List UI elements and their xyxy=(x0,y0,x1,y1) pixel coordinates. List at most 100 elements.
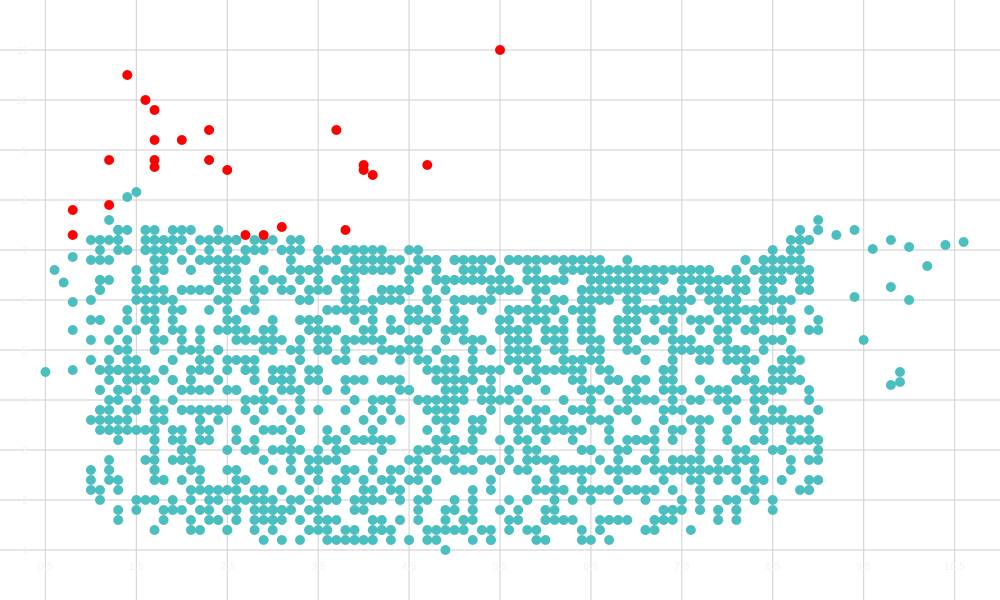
data-point xyxy=(576,485,587,495)
data-point xyxy=(558,365,569,375)
data-point xyxy=(240,495,251,505)
data-point xyxy=(622,305,633,315)
data-point xyxy=(513,335,524,345)
data-point xyxy=(222,525,233,535)
data-point xyxy=(585,295,596,305)
data-point xyxy=(331,515,342,525)
data-point xyxy=(549,335,560,345)
data-point xyxy=(95,285,105,295)
data-point xyxy=(531,475,542,485)
data-point xyxy=(531,405,542,415)
data-point xyxy=(267,235,278,245)
data-point xyxy=(649,435,660,445)
data-point xyxy=(622,265,633,275)
data-point xyxy=(113,235,124,245)
data-point xyxy=(140,305,151,315)
data-point xyxy=(585,395,596,405)
data-point xyxy=(222,365,233,375)
data-point xyxy=(385,375,396,385)
data-point xyxy=(576,375,587,385)
outlier-point xyxy=(67,230,78,240)
data-point xyxy=(485,275,496,285)
data-point xyxy=(749,405,760,415)
data-point xyxy=(576,525,587,535)
data-point xyxy=(585,325,596,335)
data-point xyxy=(558,345,569,355)
data-point xyxy=(685,395,696,405)
data-point xyxy=(358,375,369,385)
data-point xyxy=(95,495,105,505)
data-point xyxy=(304,375,315,385)
data-point xyxy=(576,465,587,475)
data-point xyxy=(758,345,769,355)
data-point xyxy=(313,315,324,325)
data-point xyxy=(676,495,687,505)
data-point xyxy=(695,325,705,335)
data-point xyxy=(667,405,678,415)
data-point xyxy=(540,305,551,315)
data-point xyxy=(213,295,224,305)
data-point xyxy=(404,315,415,325)
data-point xyxy=(85,415,96,425)
data-point xyxy=(367,315,378,325)
data-point xyxy=(167,435,178,445)
data-point xyxy=(104,365,115,375)
data-point xyxy=(358,485,369,495)
data-point xyxy=(731,515,742,525)
data-point xyxy=(422,495,433,505)
data-point xyxy=(231,325,242,335)
data-point xyxy=(422,425,433,435)
data-point xyxy=(685,275,696,285)
data-point xyxy=(531,255,542,265)
data-point xyxy=(331,355,342,365)
data-point xyxy=(413,515,424,525)
data-point xyxy=(667,375,678,385)
data-point xyxy=(195,425,205,435)
data-point xyxy=(567,465,578,475)
data-point xyxy=(722,465,733,475)
data-point xyxy=(458,295,469,305)
data-point xyxy=(449,455,460,465)
data-point xyxy=(549,505,560,515)
data-point xyxy=(185,245,196,255)
data-point xyxy=(240,335,251,345)
data-point xyxy=(585,485,596,495)
data-point xyxy=(95,315,105,325)
data-point xyxy=(540,515,551,525)
data-point xyxy=(422,485,433,495)
data-point xyxy=(358,495,369,505)
x-tick-label: 8.5 xyxy=(765,561,780,573)
data-point xyxy=(113,225,124,235)
data-point xyxy=(195,415,205,425)
data-point xyxy=(149,525,160,535)
data-point xyxy=(113,515,124,525)
data-point xyxy=(467,365,478,375)
data-point xyxy=(367,525,378,535)
data-point xyxy=(395,345,405,355)
data-point xyxy=(140,365,151,375)
data-point xyxy=(295,445,305,455)
data-point xyxy=(458,325,469,335)
data-point xyxy=(358,475,369,485)
data-point xyxy=(385,475,396,485)
data-point xyxy=(431,305,442,315)
data-point xyxy=(585,465,596,475)
data-point xyxy=(340,525,351,535)
data-point xyxy=(85,465,96,475)
data-point xyxy=(785,375,796,385)
data-point xyxy=(185,285,196,295)
data-point xyxy=(295,345,305,355)
data-point xyxy=(149,255,160,265)
data-point xyxy=(113,395,124,405)
data-point xyxy=(458,375,469,385)
data-point xyxy=(522,495,533,505)
data-point xyxy=(595,365,605,375)
data-point xyxy=(804,475,815,485)
data-point xyxy=(522,315,533,325)
data-point xyxy=(404,385,415,395)
data-point xyxy=(576,385,587,395)
data-point xyxy=(204,425,215,435)
data-point xyxy=(740,275,751,285)
data-point xyxy=(813,325,824,335)
data-point xyxy=(340,355,351,365)
